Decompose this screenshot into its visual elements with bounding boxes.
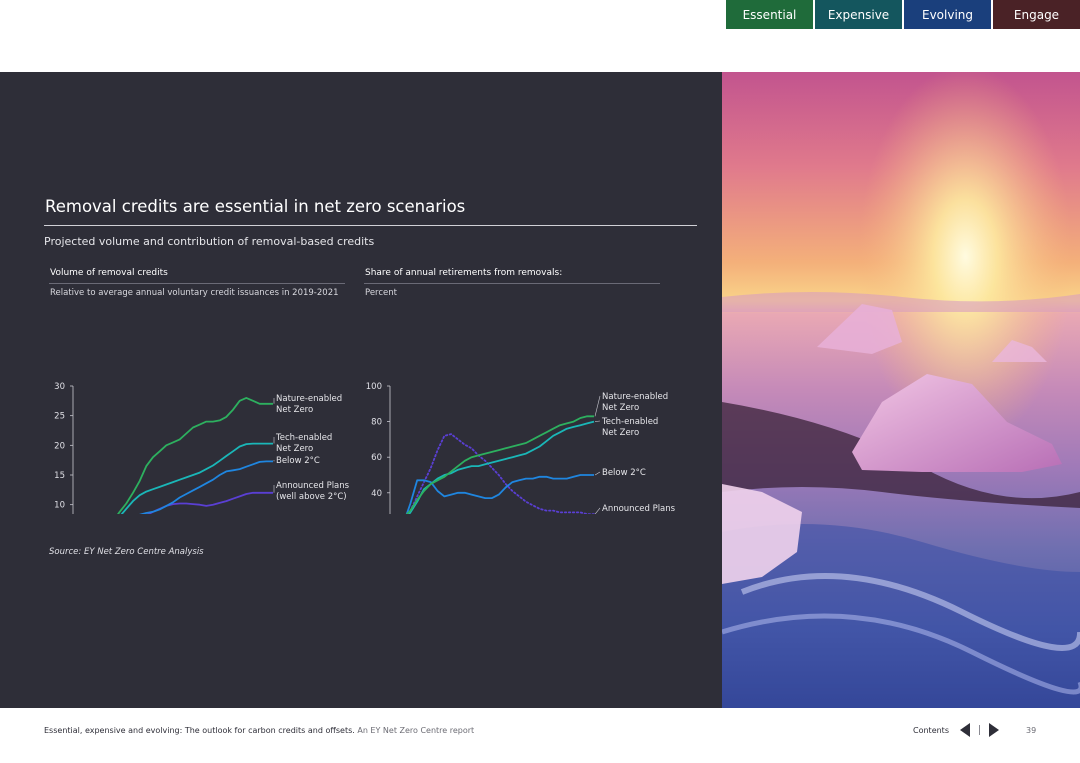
chart-2-label-leader-line <box>594 395 601 417</box>
chart-1-series-line <box>117 397 273 514</box>
chart-1-series-label: Tech-enabled <box>275 433 332 443</box>
chart-2-label-leader-line <box>594 471 601 476</box>
chart-2-label-leader-line <box>594 507 601 514</box>
chart-1-y-tick-label: 10 <box>54 501 65 511</box>
chart-2-y-tick-label: 80 <box>371 418 382 428</box>
chart-2-y-tick-label: 60 <box>371 453 382 463</box>
page-number: 39 <box>1026 726 1037 735</box>
chart-1-series-label: Nature-enabled <box>276 394 342 404</box>
tab-expensive[interactable]: Expensive <box>815 0 902 29</box>
report-title: Essential, expensive and evolving: The o… <box>44 726 355 735</box>
source-note: Source: EY Net Zero Centre Analysis <box>49 547 204 557</box>
chart-2-divider <box>364 283 660 284</box>
chart-1-series-line <box>146 491 273 514</box>
chart-1-series-label: Net Zero <box>276 405 313 415</box>
previous-page-arrow-icon[interactable] <box>960 723 970 737</box>
contents-link[interactable]: Contents <box>913 726 949 735</box>
chart-2-series-line <box>405 474 594 514</box>
report-brand: An EY Net Zero Centre report <box>357 726 475 735</box>
panel-title: Removal credits are essential in net zer… <box>45 197 466 216</box>
chart-2-series-label: Tech-enabled <box>601 417 658 427</box>
chart-2-subtitle: Percent <box>365 288 397 298</box>
chart-1-series-label: (well above 2°C) <box>276 492 347 502</box>
pager <box>960 723 999 737</box>
next-page-arrow-icon[interactable] <box>989 723 999 737</box>
chart-1-subtitle: Relative to average annual voluntary cre… <box>50 288 339 298</box>
chart-2-series-label: Nature-enabled <box>602 392 668 402</box>
chart-1-series-line <box>139 460 273 514</box>
title-divider <box>44 225 697 226</box>
chart-2-series-label: Net Zero <box>602 428 639 438</box>
tab-essential[interactable]: Essential <box>726 0 813 29</box>
chart-share-annual-retirements: 0204060801002020203020402050Nature-enabl… <box>366 382 676 514</box>
glacier-beach-sunset-photo <box>722 72 1080 708</box>
chart-1-title: Volume of removal credits <box>50 268 168 278</box>
chart-2-y-tick-label: 100 <box>366 382 382 392</box>
chart-volume-removal-credits: 0510152025302020203020402050Nature-enabl… <box>54 382 350 514</box>
content-panel: Removal credits are essential in net zer… <box>0 72 722 708</box>
chart-1-y-tick-label: 15 <box>54 471 65 481</box>
chart-2-series-line <box>405 415 594 514</box>
section-tabs: Essential Expensive Evolving Engage <box>724 0 1080 29</box>
panel-subtitle: Projected volume and contribution of rem… <box>44 235 375 248</box>
footer-report-title: Essential, expensive and evolving: The o… <box>44 726 474 735</box>
chart-1-series-label: Announced Plans <box>276 481 350 491</box>
chart-2-title: Share of annual retirements from removal… <box>365 268 563 278</box>
chart-1-series-line <box>120 442 273 514</box>
chart-2-series-label: Announced Plans <box>602 504 676 514</box>
chart-1-series-label: Below 2°C <box>276 456 320 466</box>
chart-1-y-tick-label: 30 <box>54 382 65 392</box>
chart-2-series-label: Below 2°C <box>602 468 646 478</box>
chart-1-divider <box>49 283 345 284</box>
chart-2-y-tick-label: 40 <box>371 489 382 499</box>
chart-2-label-leader-line <box>594 420 601 422</box>
chart-1-y-tick-label: 20 <box>54 441 65 451</box>
chart-1-y-tick-label: 25 <box>54 412 65 422</box>
chart-2-series-line <box>408 420 595 514</box>
chart-2-series-label: Net Zero <box>602 403 639 413</box>
chart-2-series-line <box>407 433 595 514</box>
pager-divider <box>979 725 980 735</box>
chart-1-series-label: Net Zero <box>276 444 313 454</box>
tab-evolving[interactable]: Evolving <box>904 0 991 29</box>
tab-engage[interactable]: Engage <box>993 0 1080 29</box>
